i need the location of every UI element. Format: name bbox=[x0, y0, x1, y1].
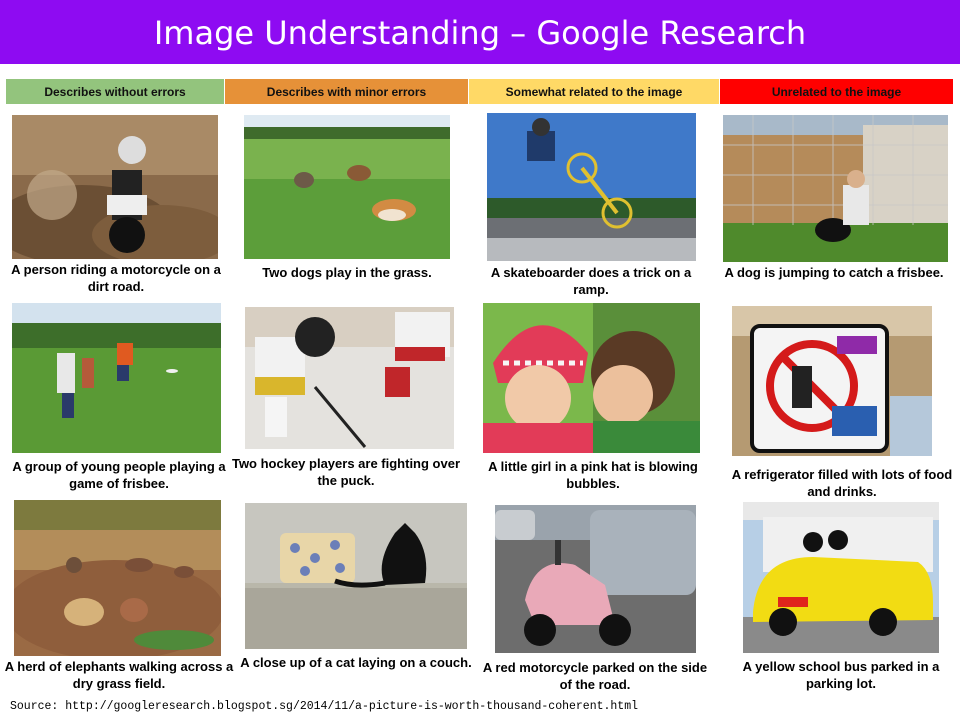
caption-r2c3: A little girl in a pink hat is blowing b… bbox=[477, 458, 709, 492]
caption-r3c3: A red motorcycle parked on the side of t… bbox=[479, 659, 711, 693]
caption-r3c4: A yellow school bus parked in a parking … bbox=[725, 658, 957, 692]
photo-children-hat bbox=[483, 303, 700, 453]
photo-hockey bbox=[245, 307, 454, 449]
source-citation: Source: http://googleresearch.blogspot.s… bbox=[10, 700, 638, 713]
photo-cat-couch bbox=[245, 503, 467, 649]
caption-r1c1: A person riding a motorcycle on a dirt r… bbox=[0, 261, 232, 295]
caption-r1c4: A dog is jumping to catch a frisbee. bbox=[718, 264, 950, 281]
photo-dogs-grass bbox=[244, 115, 450, 259]
caption-r2c2: Two hockey players are fighting over the… bbox=[230, 455, 462, 489]
photo-skateboarder bbox=[487, 113, 696, 261]
caption-r1c2: Two dogs play in the grass. bbox=[231, 264, 463, 281]
category-describes-without-errors: Describes without errors bbox=[6, 79, 224, 104]
category-unrelated: Unrelated to the image bbox=[720, 79, 953, 104]
photo-elephants bbox=[14, 500, 221, 656]
caption-r3c1: A herd of elephants walking across a dry… bbox=[3, 658, 235, 692]
category-somewhat-related: Somewhat related to the image bbox=[469, 79, 719, 104]
slide-title: Image Understanding – Google Research bbox=[0, 0, 960, 64]
caption-r3c2: A close up of a cat laying on a couch. bbox=[240, 654, 472, 671]
photo-dog-fence bbox=[723, 115, 948, 262]
caption-r1c3: A skateboarder does a trick on a ramp. bbox=[475, 264, 707, 298]
caption-r2c4: A refrigerator filled with lots of food … bbox=[723, 466, 960, 500]
category-describes-with-minor-errors: Describes with minor errors bbox=[225, 79, 468, 104]
photo-sign-sticker bbox=[732, 306, 932, 456]
photo-frisbee-game bbox=[12, 303, 221, 453]
caption-r2c1: A group of young people playing a game o… bbox=[3, 458, 235, 492]
photo-yellow-car bbox=[743, 502, 939, 653]
photo-motorcycle-dirt bbox=[12, 115, 218, 259]
photo-scooter bbox=[495, 505, 696, 653]
